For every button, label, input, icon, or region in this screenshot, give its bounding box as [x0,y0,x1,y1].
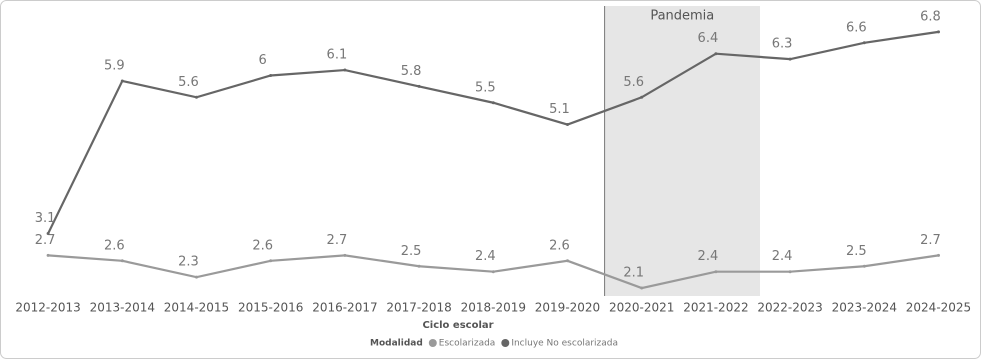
x-tick-label: 2018-2019 [461,301,526,315]
data-label: 6.3 [772,37,793,52]
data-label: 5.5 [475,80,496,95]
point [195,275,198,279]
data-label: 5.8 [401,64,422,79]
data-label: 2.4 [772,249,793,264]
point [195,95,198,99]
x-tick-label: 2021-2022 [683,301,748,315]
point [788,270,792,274]
x-tick-label: 2023-2024 [832,301,897,315]
pandemic-band [604,6,760,296]
x-tick-label: 2019-2020 [535,301,600,315]
data-label: 2.7 [920,233,941,248]
data-label: 6.1 [327,48,348,63]
data-label: 5.6 [178,75,199,90]
x-tick-label: 2014-2015 [164,301,229,315]
point [343,253,347,257]
point [269,74,273,77]
point [120,259,124,263]
annotation: Pandemia [650,9,714,24]
x-tick-label: 2024-2025 [906,301,971,315]
legend-title: Modalidad [370,339,423,349]
point [491,101,495,105]
point [640,286,644,290]
data-label: 2.5 [846,244,867,259]
point [862,264,866,268]
x-tick-label: 2015-2016 [238,301,303,315]
x-tick-label: 2017-2018 [386,301,451,315]
point [937,30,940,34]
data-label: 2.7 [327,233,348,248]
legend-swatch [501,339,510,347]
data-label: 5.6 [623,75,644,90]
data-label: 2.3 [178,255,199,270]
data-label: 2.5 [401,244,422,259]
point [417,84,421,88]
x-tick-label: 2013-2014 [90,301,155,315]
data-label: 6.4 [698,31,719,46]
data-label: 2.6 [104,238,125,253]
point [714,270,718,274]
data-label: 3.1 [35,211,56,226]
point [788,57,792,61]
point [714,52,718,56]
point [269,259,273,263]
data-label: 2.7 [35,233,56,248]
data-label: 2.6 [252,238,273,253]
legend-swatch [428,339,437,347]
point [46,232,50,236]
x-tick-label: 2022-2023 [757,301,822,315]
data-label: 6.8 [920,9,941,24]
point [46,253,50,257]
data-label: 6 [259,53,267,68]
point [120,79,124,83]
data-label: 5.9 [104,58,125,73]
point [566,123,569,127]
legend-label: Escolarizada [439,339,496,349]
data-label: 6.6 [846,20,867,35]
x-axis-title: Ciclo escolar [422,320,493,331]
point [417,264,421,268]
x-tick-label: 2012-2013 [15,301,80,315]
point [937,253,940,257]
data-label: 2.4 [475,249,496,264]
data-label: 2.4 [698,249,719,264]
x-tick-label: 2020-2021 [609,301,674,315]
legend-label: Incluye No escolarizada [511,339,618,349]
point [491,270,495,274]
data-label: 5.1 [549,102,570,117]
point [566,259,569,263]
point [862,41,866,45]
data-label: 2.6 [549,238,570,253]
x-tick-label: 2016-2017 [312,301,377,315]
point [640,95,644,99]
point [343,68,347,72]
data-label: 2.1 [623,266,644,281]
